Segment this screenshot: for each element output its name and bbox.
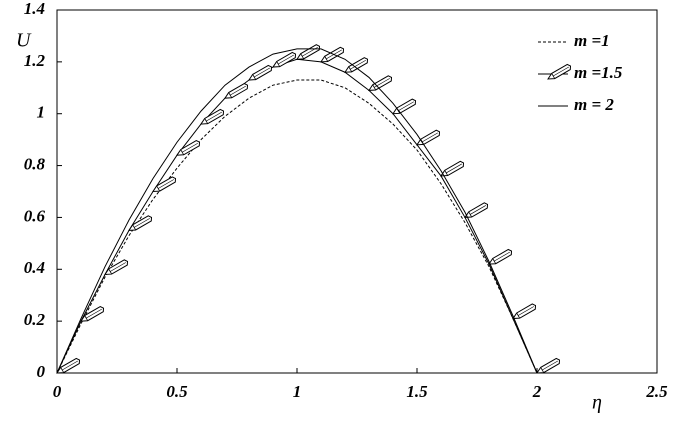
pencil-line bbox=[518, 306, 534, 316]
pencil-marker bbox=[392, 98, 417, 115]
pencil-marker bbox=[56, 357, 81, 374]
y-tick-label: 0 bbox=[37, 362, 46, 381]
pencil-line bbox=[300, 53, 305, 60]
pencil-body bbox=[80, 305, 105, 322]
y-tick-label: 0.2 bbox=[24, 310, 46, 329]
y-tick-label: 1.4 bbox=[24, 0, 45, 18]
pencil-line bbox=[180, 149, 185, 155]
pencil-marker bbox=[440, 160, 465, 177]
y-tick-label: 0.4 bbox=[24, 258, 45, 277]
pencil-line bbox=[542, 360, 558, 371]
x-tick-label: 2 bbox=[532, 382, 542, 401]
pencil-line bbox=[132, 224, 137, 231]
pencil-marker bbox=[80, 305, 105, 322]
pencil-body bbox=[176, 140, 201, 156]
pencil-line bbox=[108, 268, 113, 275]
pencil-marker bbox=[176, 140, 201, 156]
pencil-marker bbox=[248, 64, 273, 81]
pencil-marker bbox=[464, 202, 489, 218]
pencil-line bbox=[494, 251, 510, 262]
pencil-line bbox=[228, 92, 233, 98]
pencil-marker bbox=[224, 82, 249, 99]
pencil-marker bbox=[104, 259, 129, 276]
plot-frame bbox=[56, 9, 658, 374]
pencil-line bbox=[276, 61, 281, 67]
pencil-line bbox=[468, 211, 473, 218]
pencil-line bbox=[278, 54, 294, 65]
pencil-line bbox=[254, 67, 270, 78]
x-tick-label: 1.5 bbox=[406, 382, 428, 401]
pencil-line bbox=[206, 111, 222, 122]
pencil-line bbox=[540, 367, 545, 373]
pencil-line bbox=[182, 142, 198, 153]
pencil-marker bbox=[320, 46, 345, 63]
pencil-line bbox=[252, 74, 257, 80]
y-tick-label: 0.6 bbox=[24, 206, 46, 225]
pencil-marker bbox=[547, 63, 572, 80]
pencil-line bbox=[156, 185, 161, 192]
pencil-line bbox=[110, 262, 126, 272]
pencil-line bbox=[492, 258, 497, 264]
series-line bbox=[56, 48, 538, 374]
pencil-body bbox=[128, 215, 153, 231]
pencil-line bbox=[422, 132, 438, 143]
pencil-line bbox=[230, 85, 246, 96]
pencil-line bbox=[60, 367, 65, 373]
pencil-marker bbox=[128, 215, 153, 231]
pencil-line bbox=[372, 84, 377, 91]
pencil-body bbox=[152, 176, 177, 193]
pencil-line bbox=[86, 308, 102, 319]
series-line bbox=[56, 79, 538, 374]
pencil-marker bbox=[512, 303, 537, 320]
pencil-body bbox=[104, 259, 129, 276]
x-tick-label: 0.5 bbox=[166, 382, 188, 401]
pencil-line bbox=[62, 360, 78, 371]
pencil-marker bbox=[488, 248, 513, 265]
pencil-line bbox=[398, 101, 414, 111]
y-tick-label: 0.8 bbox=[24, 154, 46, 173]
pencil-marker bbox=[344, 57, 369, 73]
x-axis-label: η bbox=[592, 392, 602, 414]
pencil-marker bbox=[152, 176, 177, 193]
pencil-line bbox=[84, 315, 89, 321]
series-line bbox=[56, 58, 538, 374]
pencil-line bbox=[444, 170, 449, 176]
legend-label: m = 2 bbox=[574, 95, 614, 114]
legend-label: m =1 bbox=[574, 31, 610, 50]
pencil-line bbox=[158, 179, 174, 189]
y-axis-label: U bbox=[16, 30, 32, 52]
pencil-marker bbox=[200, 108, 225, 125]
pencil-body bbox=[56, 357, 81, 374]
pencil-line bbox=[350, 59, 366, 70]
y-tick-label: 1 bbox=[37, 103, 46, 122]
pencil-line bbox=[446, 163, 462, 174]
pencil-line bbox=[204, 118, 209, 124]
x-tick-label: 1 bbox=[293, 382, 302, 401]
pencil-marker bbox=[296, 44, 321, 60]
pencil-line bbox=[470, 205, 486, 215]
pencil-line bbox=[348, 66, 353, 73]
pencil-line bbox=[134, 218, 150, 228]
pencil-line bbox=[553, 66, 569, 77]
pencil-marker bbox=[272, 51, 297, 68]
y-tick-label: 1.2 bbox=[24, 51, 46, 70]
x-tick-label: 0 bbox=[53, 382, 62, 401]
pencil-line bbox=[324, 56, 329, 62]
pencil-marker bbox=[368, 75, 393, 91]
legend-label: m =1.5 bbox=[574, 63, 623, 82]
x-tick-label: 2.5 bbox=[645, 382, 668, 401]
pencil-line bbox=[516, 312, 521, 319]
pencil-marker bbox=[536, 357, 561, 374]
pencil-line bbox=[551, 73, 556, 79]
